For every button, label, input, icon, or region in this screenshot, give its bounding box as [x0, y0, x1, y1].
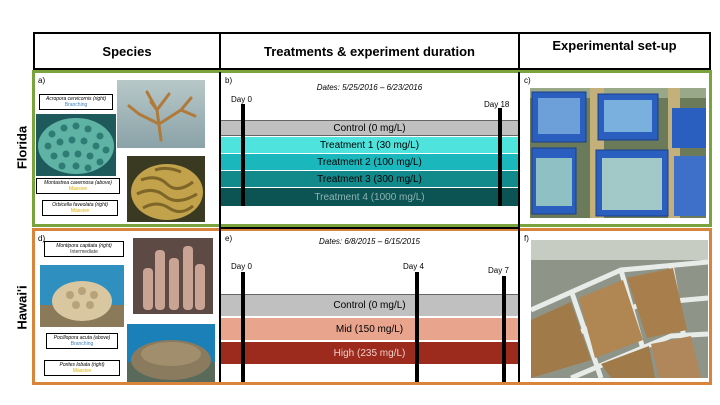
caption-acropora-cervicornis: Acropora cervicornis (right) Branching — [39, 94, 113, 110]
caption-orbicella-name: Orbicella faveolata (right) — [52, 202, 108, 208]
panel-letter-f: f) — [524, 234, 529, 243]
caption-orbicella-morph: Massive — [70, 208, 90, 214]
photo-orbicella-faveolata — [127, 156, 205, 222]
panel-letter-a: a) — [38, 76, 46, 85]
florida-day-0-bar — [241, 104, 245, 206]
row-label-hawaii: Hawai'i — [14, 285, 30, 330]
photo-pocillopora-acuta — [40, 265, 124, 327]
header-setup-label: Experimental set-up — [552, 38, 677, 53]
florida-treatment-2: Treatment 2 (100 mg/L) — [221, 154, 518, 170]
photo-montastrea-cavernosa — [36, 114, 116, 176]
hawaii-day-4-label: Day 4 — [403, 262, 424, 271]
photo-porites-lobata — [127, 324, 215, 382]
caption-acropora-morph: Branching — [64, 102, 88, 108]
florida-dates: Dates: 5/25/2016 – 6/23/2016 — [316, 83, 423, 92]
hawaii-day-7-label: Day 7 — [488, 266, 509, 275]
florida-treatment-4-label: Treatment 4 (1000 mg/L) — [314, 191, 425, 203]
caption-orbicella-faveolata: Orbicella faveolata (right) Massive — [42, 200, 118, 216]
florida-treatment-1-label: Treatment 1 (30 mg/L) — [319, 139, 420, 151]
header-species: Species — [33, 32, 221, 70]
photo-acropora-cervicornis — [117, 80, 205, 148]
caption-montipora-name: Montipora capitata (right) — [56, 243, 112, 249]
hawaii-day-0-bar — [241, 272, 245, 382]
hawaii-treatment-high: High (235 mg/L) — [221, 342, 518, 364]
panel-letter-b: b) — [225, 76, 233, 85]
florida-treatment-3: Treatment 3 (300 mg/L) — [221, 171, 518, 187]
hawaii-treatment-mid: Mid (150 mg/L) — [221, 318, 518, 340]
panel-letter-d: d) — [38, 234, 46, 243]
caption-montipora-morph: Intermediate — [70, 249, 98, 255]
florida-region — [32, 70, 712, 227]
caption-montastrea-morph: Massive — [68, 186, 88, 192]
header-treatments: Treatments & experiment duration — [219, 32, 520, 70]
florida-treatment-1: Treatment 1 (30 mg/L) — [221, 137, 518, 153]
panel-letter-c: c) — [524, 76, 531, 85]
divider-left — [219, 72, 221, 382]
hawaii-day-7-bar — [502, 276, 506, 382]
caption-porites-name: Porites lobata (right) — [59, 362, 105, 368]
hawaii-dates: Dates: 6/8/2015 – 6/15/2015 — [319, 237, 420, 246]
caption-montastrea-cavernosa: Montastrea cavernosa (above) Massive — [36, 178, 120, 194]
florida-treatment-3-label: Treatment 3 (300 mg/L) — [317, 173, 422, 185]
header-setup: Experimental set-up — [518, 32, 711, 70]
divider-treatments-middle — [221, 227, 518, 229]
photo-montipora-capitata — [133, 238, 213, 314]
caption-acropora-name: Acropora cervicornis (right) — [45, 96, 107, 102]
caption-montipora-capitata: Montipora capitata (right) Intermediate — [44, 241, 124, 257]
caption-porites-lobata: Porites lobata (right) Massive — [44, 360, 120, 376]
caption-pocillopora-acuta: Pocillopora acuta (above) Branching — [46, 333, 118, 349]
divider-right — [518, 72, 520, 382]
photo-florida-setup — [530, 88, 706, 218]
hawaii-day-4-bar — [415, 272, 419, 382]
florida-day-18-label: Day 18 — [484, 100, 510, 109]
florida-day-18-bar — [498, 108, 502, 206]
florida-treatment-2-label: Treatment 2 (100 mg/L) — [317, 156, 422, 168]
row-label-florida: Florida — [14, 125, 30, 170]
photo-hawaii-setup — [531, 240, 708, 378]
florida-treatment-control-label: Control (0 mg/L) — [333, 122, 406, 134]
florida-treatment-4: Treatment 4 (1000 mg/L) — [221, 188, 518, 206]
caption-pocillopora-name: Pocillopora acuta (above) — [53, 335, 111, 341]
florida-treatment-control: Control (0 mg/L) — [221, 120, 518, 136]
header-treatments-label: Treatments & experiment duration — [264, 43, 475, 59]
hawaii-day-0-label: Day 0 — [231, 262, 252, 271]
caption-porites-morph: Massive — [72, 368, 92, 374]
panel-letter-e: e) — [225, 234, 233, 243]
caption-montastrea-name: Montastrea cavernosa (above) — [44, 180, 112, 186]
hawaii-treatment-control-label: Control (0 mg/L) — [333, 300, 406, 311]
florida-day-0-label: Day 0 — [231, 95, 252, 104]
hawaii-treatment-high-label: High (235 mg/L) — [333, 347, 406, 359]
hawaii-treatment-mid-label: Mid (150 mg/L) — [335, 323, 404, 335]
header-species-label: Species — [102, 43, 152, 59]
hawaii-region — [32, 228, 712, 385]
caption-pocillopora-morph: Branching — [70, 341, 94, 347]
hawaii-treatment-control: Control (0 mg/L) — [221, 294, 518, 316]
